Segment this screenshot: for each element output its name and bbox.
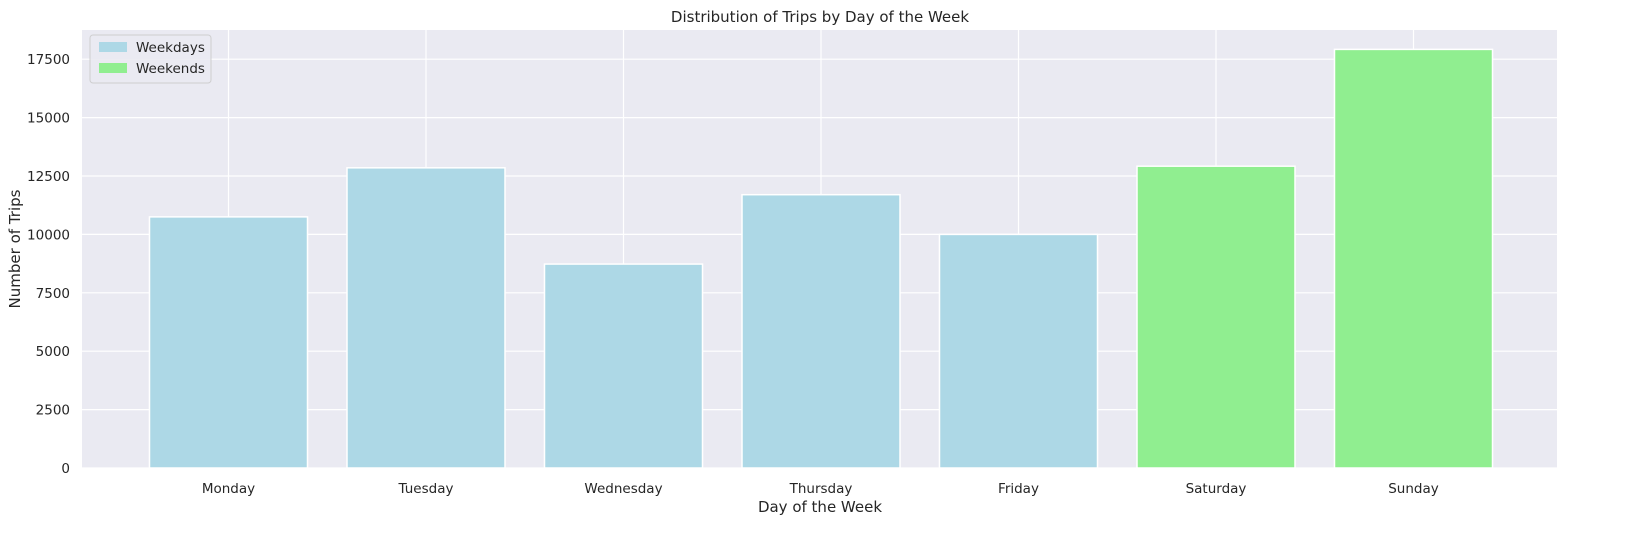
legend-swatch-weekends	[99, 63, 127, 73]
x-axis-label: Day of the Week	[758, 498, 882, 516]
legend-label-weekdays: Weekdays	[136, 40, 205, 56]
x-tick-label: Saturday	[1186, 481, 1247, 497]
legend-swatch-weekdays	[99, 42, 127, 52]
y-tick-label: 7500	[36, 286, 70, 302]
legend-label-weekends: Weekends	[136, 61, 205, 77]
bar-friday	[938, 233, 1099, 469]
bar-saturday	[1136, 165, 1296, 469]
y-tick-label: 17500	[27, 52, 70, 68]
chart-title: Distribution of Trips by Day of the Week	[671, 8, 969, 26]
y-axis-label: Number of Trips	[6, 189, 24, 308]
y-tick-label: 0	[61, 461, 70, 477]
bar-monday	[148, 216, 309, 469]
y-tick-labels: 0 2500 5000 7500 10000 12500 15000 17500	[27, 52, 70, 477]
x-tick-label: Thursday	[789, 481, 853, 497]
legend: Weekdays Weekends	[89, 34, 212, 84]
y-tick-label: 2500	[36, 403, 70, 419]
bar-sunday	[1333, 48, 1494, 469]
y-tick-label: 12500	[27, 169, 70, 185]
x-tick-labels: Monday Tuesday Wednesday Thursday Friday Satu…	[202, 481, 1439, 497]
x-tick-label: Tuesday	[398, 481, 454, 497]
x-tick-label: Monday	[202, 481, 255, 497]
y-tick-label: 10000	[27, 227, 70, 243]
bar-tuesday	[346, 167, 506, 469]
x-tick-label: Sunday	[1388, 481, 1439, 497]
y-tick-label: 15000	[27, 111, 70, 127]
x-tick-label: Friday	[998, 481, 1039, 497]
bar-thursday	[741, 193, 901, 469]
x-tick-label: Wednesday	[584, 481, 662, 497]
bar-wednesday	[543, 263, 704, 469]
bars	[148, 48, 1494, 469]
y-tick-label: 5000	[36, 344, 70, 360]
